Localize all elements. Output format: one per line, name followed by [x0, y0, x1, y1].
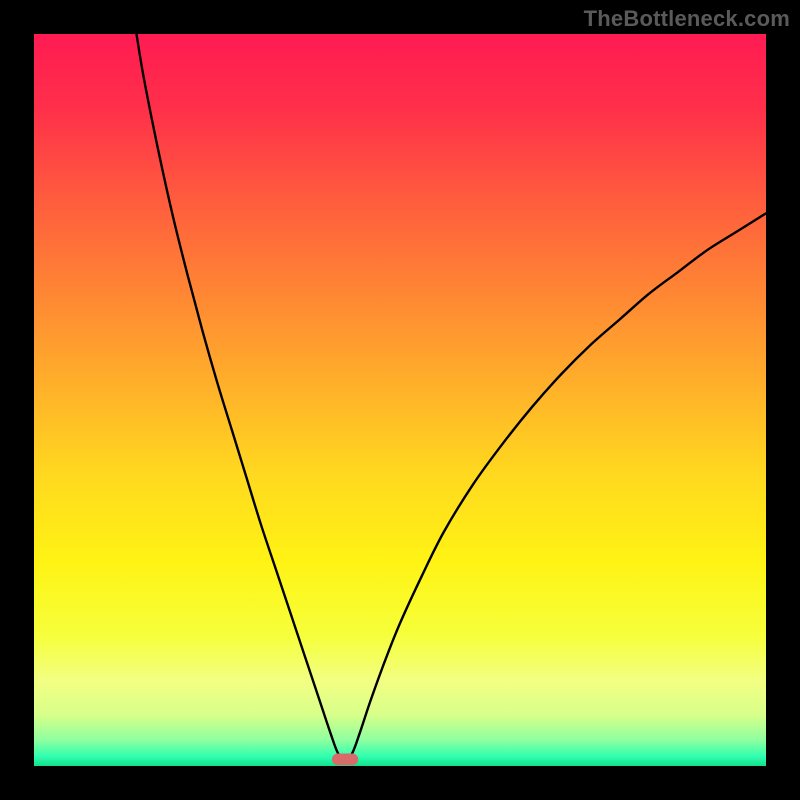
watermark-text: TheBottleneck.com	[584, 6, 790, 32]
chart-container: TheBottleneck.com	[0, 0, 800, 800]
bottleneck-curve-chart	[0, 0, 800, 800]
plot-background	[34, 34, 766, 766]
optimal-point-marker	[332, 754, 358, 766]
